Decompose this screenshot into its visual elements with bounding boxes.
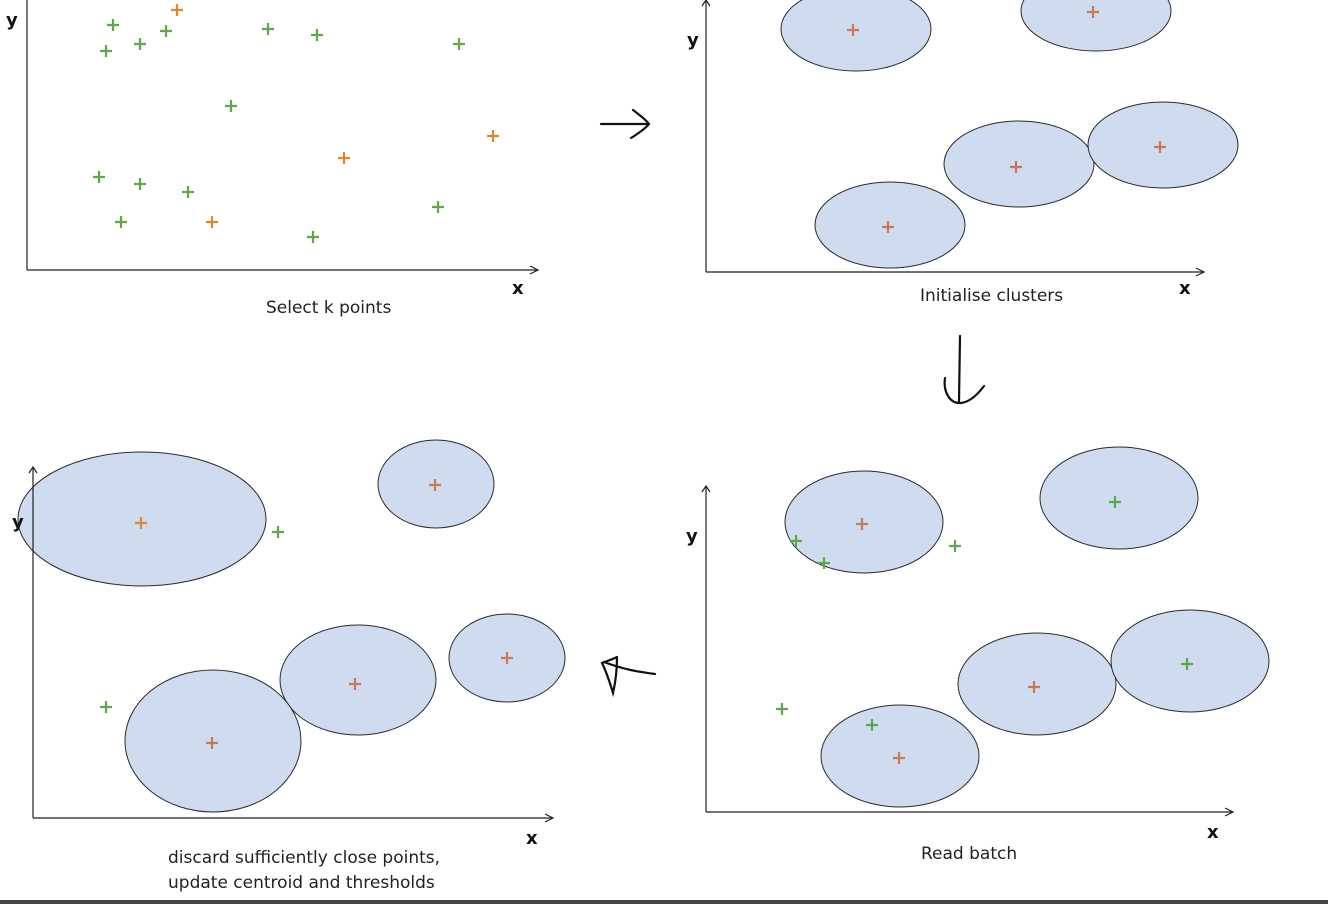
data-point [206, 737, 218, 749]
data-point [487, 130, 499, 142]
data-point [134, 178, 146, 190]
data-point [432, 201, 444, 213]
data-point [307, 231, 319, 243]
data-point [262, 23, 274, 35]
data-point [893, 752, 905, 764]
data-point [160, 25, 172, 37]
data-point [115, 216, 127, 228]
y-axis-arrow [28, 465, 38, 474]
data-point [225, 100, 237, 112]
clusters-group [784, 446, 1270, 808]
caption-read-batch: Read batch [921, 844, 1018, 864]
panel3-y-label: y [686, 526, 698, 547]
cluster-ellipse [957, 632, 1117, 736]
data-point [1028, 681, 1040, 693]
data-point [790, 535, 802, 547]
panel2-y-label: y [687, 30, 699, 51]
data-point [349, 678, 361, 690]
arrow-left [600, 655, 657, 698]
data-point [847, 24, 859, 36]
panel-select-k-points [26, 0, 540, 275]
x-axis-arrow [1195, 267, 1206, 277]
caption-initialise-clusters: Initialise clusters [920, 286, 1064, 306]
arrow-down [943, 334, 986, 405]
data-point [882, 221, 894, 233]
data-point [134, 38, 146, 50]
panel1-y-label: y [6, 10, 18, 31]
clusters-group [780, 0, 1239, 269]
x-axis-arrow [1224, 807, 1235, 817]
data-point [107, 19, 119, 31]
caption-discard-line2: update centroid and thresholds [168, 873, 435, 893]
data-point [429, 479, 441, 491]
panel-discard-update [17, 439, 566, 823]
data-point [171, 4, 183, 16]
data-point [206, 216, 218, 228]
data-point [1010, 161, 1022, 173]
data-point [949, 540, 961, 552]
cluster-ellipse [943, 120, 1095, 208]
data-point [1154, 141, 1166, 153]
cluster-ellipse [784, 470, 944, 574]
y-axis-arrow [701, 484, 711, 493]
panel-initialise-clusters [701, 0, 1239, 277]
data-point [100, 45, 112, 57]
panel3-x-label: x [1207, 822, 1219, 843]
data-point [1181, 658, 1193, 670]
cluster-ellipse [1020, 0, 1172, 52]
x-axis-arrow [529, 265, 540, 275]
cluster-ellipse [279, 624, 437, 736]
data-point [272, 526, 284, 538]
caption-select-k-points: Select k points [266, 298, 392, 318]
panel-read-batch [701, 446, 1270, 817]
bottom-border [0, 900, 1328, 904]
data-point [1109, 496, 1121, 508]
y-axis-arrow [701, 0, 711, 7]
points-group [847, 6, 1166, 233]
cluster-ellipse [780, 0, 932, 72]
data-point [311, 29, 323, 41]
cluster-ellipse [1110, 609, 1270, 713]
data-point [1087, 6, 1099, 18]
panel2-x-label: x [1179, 278, 1191, 299]
data-point [856, 518, 868, 530]
data-point [453, 38, 465, 50]
data-point [501, 652, 513, 664]
cluster-ellipse [1039, 446, 1199, 550]
data-point [93, 171, 105, 183]
panel4-y-label: y [12, 512, 24, 533]
panel1-x-label: x [512, 278, 524, 299]
data-point [338, 152, 350, 164]
points-group [93, 4, 499, 243]
points-group [100, 479, 513, 749]
data-point [100, 701, 112, 713]
data-point [818, 557, 830, 569]
data-point [135, 517, 147, 529]
caption-discard-line1: discard sufficiently close points, [168, 848, 441, 868]
cluster-ellipse [814, 181, 966, 269]
data-point [182, 186, 194, 198]
x-axis-arrow [544, 813, 555, 823]
data-point [776, 703, 788, 715]
panel4-x-label: x [526, 828, 538, 849]
clusters-group [17, 439, 566, 813]
arrow-right [599, 108, 651, 140]
data-point [866, 719, 878, 731]
points-group [776, 496, 1193, 764]
cluster-ellipse [1087, 101, 1239, 189]
